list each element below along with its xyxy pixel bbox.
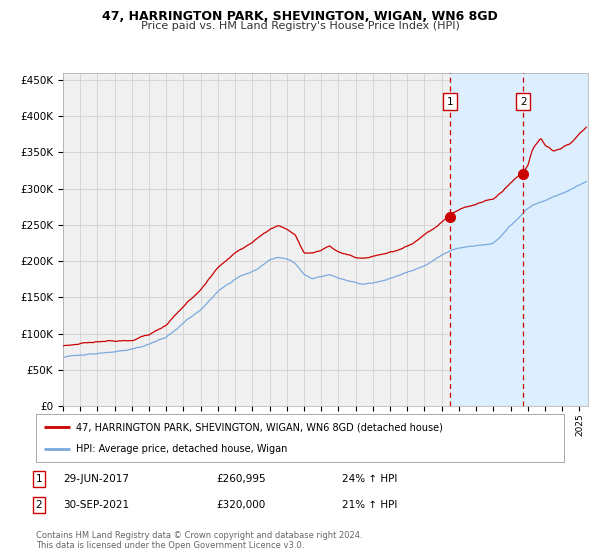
Text: 1: 1 xyxy=(35,474,43,484)
Text: 21% ↑ HPI: 21% ↑ HPI xyxy=(342,500,397,510)
Text: 30-SEP-2021: 30-SEP-2021 xyxy=(63,500,129,510)
Bar xyxy=(450,73,588,406)
Text: 2: 2 xyxy=(35,500,43,510)
Text: 1: 1 xyxy=(447,97,454,107)
Text: 24% ↑ HPI: 24% ↑ HPI xyxy=(342,474,397,484)
Text: 47, HARRINGTON PARK, SHEVINGTON, WIGAN, WN6 8GD (detached house): 47, HARRINGTON PARK, SHEVINGTON, WIGAN, … xyxy=(76,422,442,432)
Text: 29-JUN-2017: 29-JUN-2017 xyxy=(63,474,129,484)
Text: £320,000: £320,000 xyxy=(216,500,265,510)
Text: HPI: Average price, detached house, Wigan: HPI: Average price, detached house, Wiga… xyxy=(76,444,287,454)
Text: Price paid vs. HM Land Registry's House Price Index (HPI): Price paid vs. HM Land Registry's House … xyxy=(140,21,460,31)
Text: £260,995: £260,995 xyxy=(216,474,266,484)
Text: 2: 2 xyxy=(520,97,527,107)
Text: Contains HM Land Registry data © Crown copyright and database right 2024.
This d: Contains HM Land Registry data © Crown c… xyxy=(36,531,362,550)
Text: 47, HARRINGTON PARK, SHEVINGTON, WIGAN, WN6 8GD: 47, HARRINGTON PARK, SHEVINGTON, WIGAN, … xyxy=(102,10,498,22)
